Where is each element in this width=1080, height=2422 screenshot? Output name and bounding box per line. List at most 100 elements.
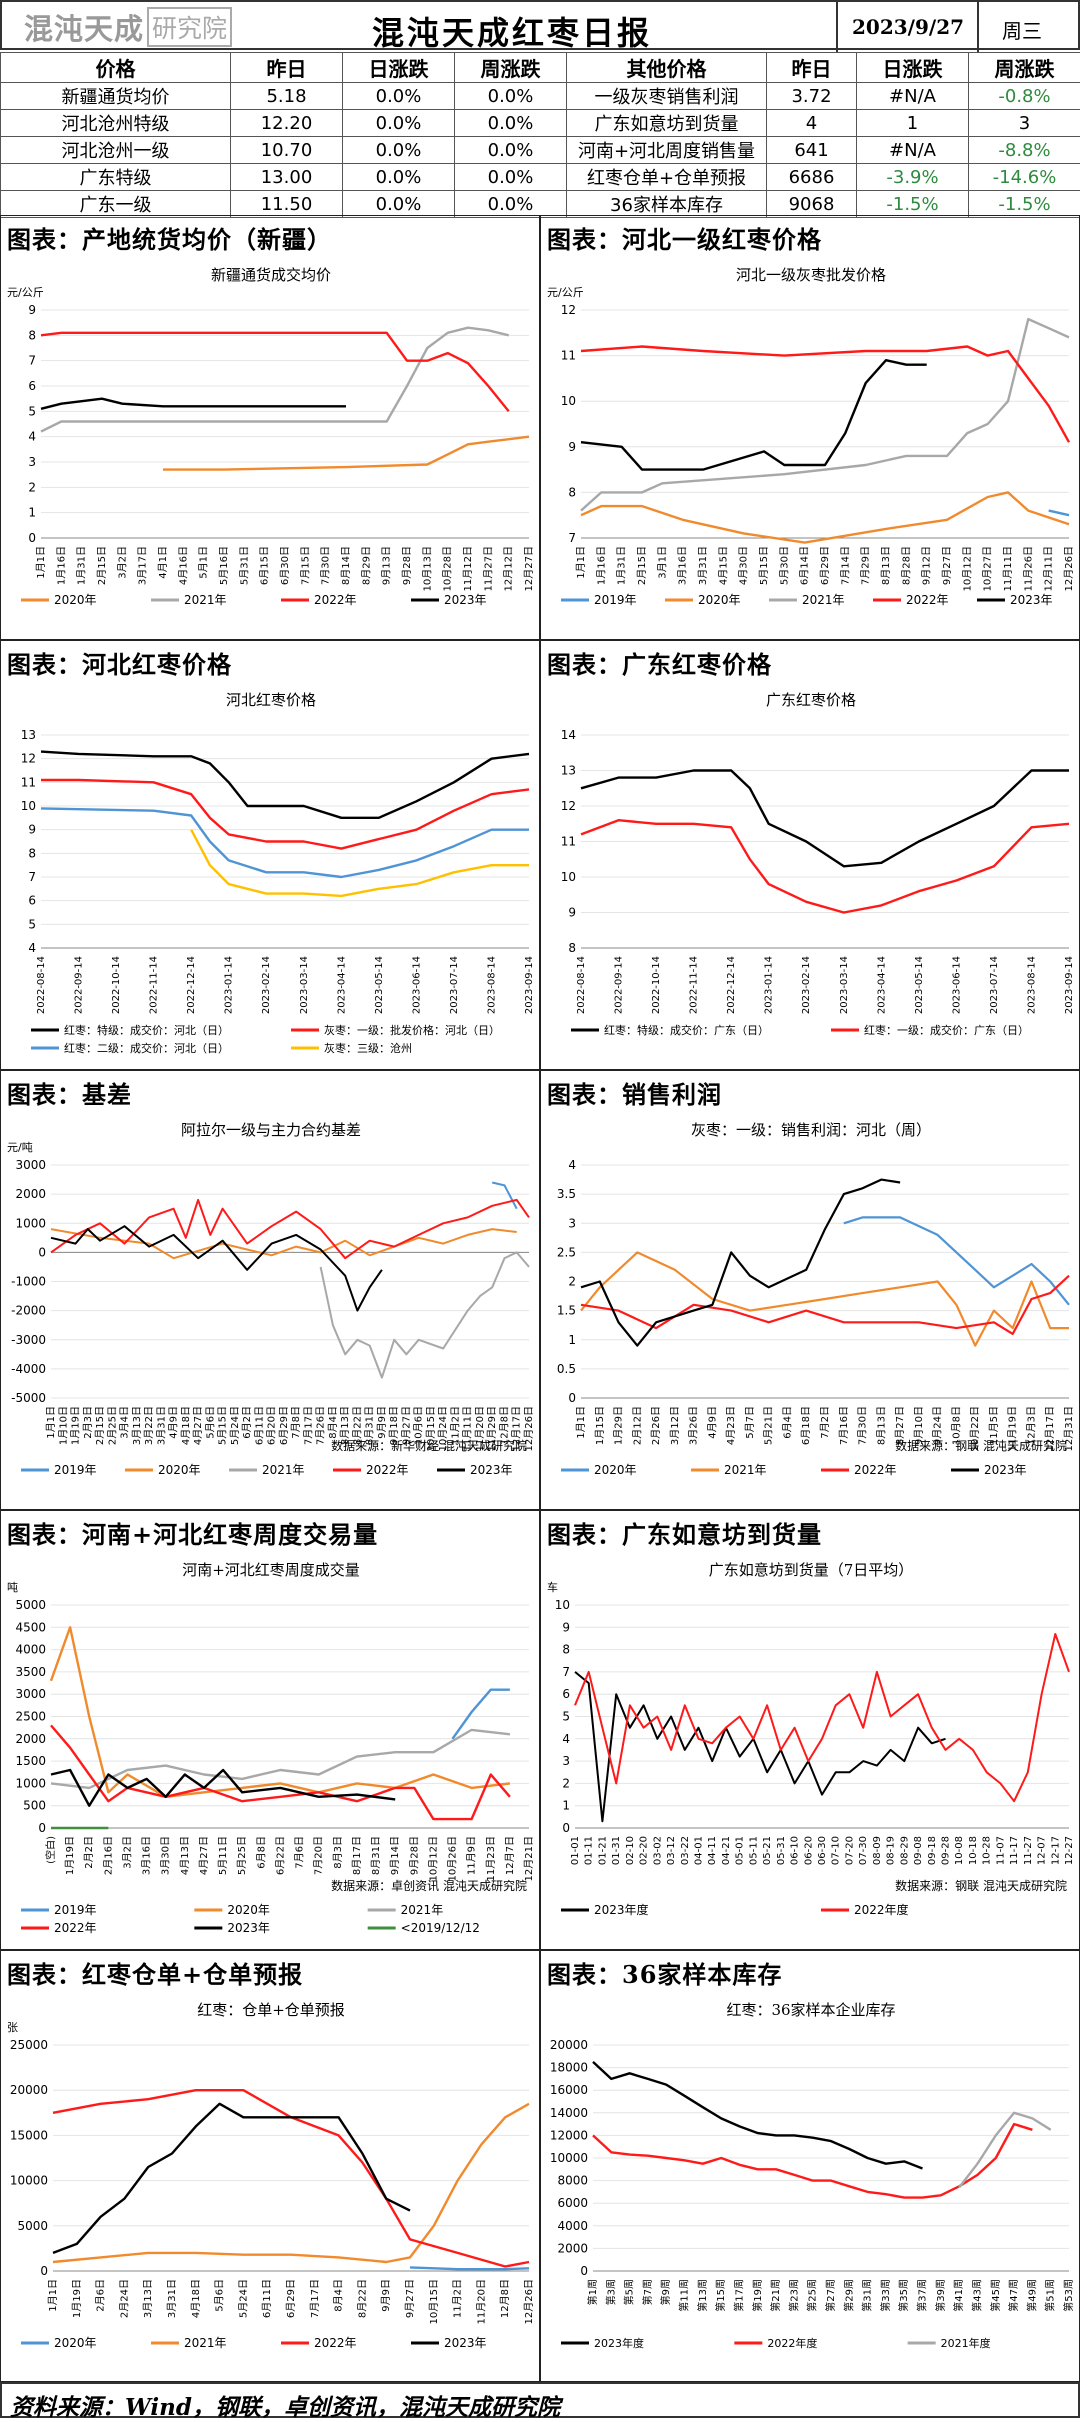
y-tick-label: 14000	[550, 2106, 588, 2120]
y-tick-label: 2.5	[557, 1245, 576, 1259]
column-header: 日涨跌	[343, 53, 455, 83]
y-tick-label: 5	[562, 1710, 570, 1724]
table-cell: -8.8%	[969, 137, 1080, 164]
x-tick-label: 07-10	[831, 1836, 842, 1865]
y-tick-label: 1	[562, 1799, 570, 1813]
y-tick-label: 4000	[15, 1643, 46, 1657]
x-tick-label: 3月26日	[688, 1406, 700, 1445]
table-cell: 广东一级	[1, 191, 231, 218]
x-tick-label: 10-08	[954, 1836, 965, 1865]
x-tick-label: 第53周	[1062, 2279, 1075, 2312]
x-tick-label: 5月7日	[744, 1406, 756, 1439]
x-tick-label: 01-01	[570, 1836, 581, 1865]
y-tick-label: 5000	[17, 2219, 48, 2233]
legend-label: 2019年	[54, 1463, 97, 1477]
y-tick-label: 0	[28, 531, 36, 545]
x-tick-label: 11-07	[995, 1836, 1006, 1865]
source-note: 数据来源：新华财经 混沌天成研究院	[331, 1438, 527, 1453]
x-tick-label: 7月8日	[290, 1406, 302, 1439]
x-tick-label: 12月21日	[523, 1836, 535, 1881]
legend-label: 2023年	[227, 1921, 270, 1935]
legend-label: 2023年	[1010, 593, 1053, 607]
column-header: 周涨跌	[969, 53, 1080, 83]
x-tick-label: 04-01	[694, 1836, 705, 1865]
x-tick-label: 第33周	[879, 2279, 892, 2312]
legend-label: 2022年	[906, 593, 949, 607]
chart-title: 红枣：36家样本企业库存	[726, 2001, 895, 2019]
x-tick-label: 6月15日	[259, 546, 271, 585]
table-cell: 红枣仓单+仓单预报	[567, 164, 767, 191]
legend-label: <2019/12/12	[401, 1921, 480, 1935]
x-tick-label: 9月27日	[941, 546, 953, 585]
report-title: 混沌天成红枣日报	[372, 8, 652, 54]
y-tick-label: 3500	[15, 1665, 46, 1679]
y-tick-label: 2	[568, 1275, 576, 1289]
y-tick-label: 20000	[10, 2083, 48, 2097]
legend-label: 2019年	[54, 1903, 97, 1917]
panel-title: 图表：广东红枣价格	[547, 645, 772, 680]
table-cell: 10.70	[231, 137, 343, 164]
y-tick-label: 8	[568, 485, 576, 499]
chart-title: 新疆通货成交均价	[211, 266, 331, 284]
y-tick-label: 1000	[15, 1776, 46, 1790]
x-tick-label: 3月2日	[121, 1836, 133, 1869]
x-tick-label: 12-27	[1064, 1836, 1075, 1865]
x-tick-label: 7月26日	[315, 1406, 327, 1445]
y-tick-label: 11	[21, 775, 36, 789]
logo-box-text: 研究院	[147, 7, 232, 47]
y-tick-label: 14	[561, 728, 576, 742]
series-line	[41, 399, 346, 409]
table-cell: 6686	[767, 164, 857, 191]
x-tick-label: 6月20日	[266, 1406, 278, 1445]
panel-title: 图表：河北红枣价格	[7, 645, 232, 680]
y-tick-label: 25000	[10, 2038, 48, 2052]
y-tick-label: -4000	[11, 1362, 46, 1376]
legend-label: 红枣：特级：成交价：河北（日）	[64, 1023, 229, 1037]
y-axis-unit: 元/吨	[7, 1141, 33, 1154]
x-tick-label: 3月22日	[143, 1406, 155, 1445]
y-tick-label: 6	[28, 379, 36, 393]
x-tick-label: 5月1日	[198, 546, 210, 579]
x-tick-label: 11月9日	[466, 1836, 478, 1875]
x-tick-label: 03-12	[666, 1836, 677, 1865]
table-cell: 河北沧州一级	[1, 137, 231, 164]
x-tick-label: 2月15日	[636, 546, 648, 585]
legend-label: 灰枣：三级：沧州	[324, 1041, 412, 1055]
table-cell: 13.00	[231, 164, 343, 191]
chart-title: 阿拉尔一级与主力合约基差	[181, 1121, 361, 1139]
x-tick-label: 2023-07-14	[449, 956, 460, 1014]
series-line	[41, 752, 529, 818]
x-tick-label: 2月6日	[95, 2279, 107, 2312]
x-tick-label: 3月17日	[137, 546, 149, 585]
table-cell: -3.9%	[857, 164, 969, 191]
x-tick-label: 第23周	[787, 2279, 800, 2312]
x-tick-label: 第13周	[696, 2279, 709, 2312]
x-tick-label: 3月16日	[141, 1836, 153, 1875]
x-tick-label: 5月30日	[778, 546, 790, 585]
x-tick-label: 10月15日	[428, 2279, 440, 2324]
x-tick-label: 2月2日	[83, 1836, 95, 1869]
legend-label: 2019年	[594, 593, 637, 607]
x-tick-label: 第21周	[769, 2279, 782, 2312]
x-tick-label: 09-08	[913, 1836, 924, 1865]
x-tick-label: 11月2日	[452, 2279, 464, 2318]
x-tick-label: 2023-06-14	[411, 956, 422, 1014]
series-line	[581, 771, 1069, 867]
x-tick-label: 05-11	[748, 1836, 759, 1865]
x-tick-label: 2022-12-14	[186, 956, 197, 1014]
x-tick-label: 2023-05-14	[914, 956, 925, 1014]
x-tick-label: 3月30日	[160, 1836, 172, 1875]
table-cell: -1.5%	[857, 191, 969, 218]
x-tick-label: 2023-09-14	[524, 956, 535, 1014]
series-line	[581, 360, 927, 469]
y-tick-label: 0.5	[557, 1362, 576, 1376]
table-cell: 9068	[767, 191, 857, 218]
panel-title: 图表：基差	[7, 1075, 132, 1110]
y-tick-label: 11	[561, 349, 576, 363]
